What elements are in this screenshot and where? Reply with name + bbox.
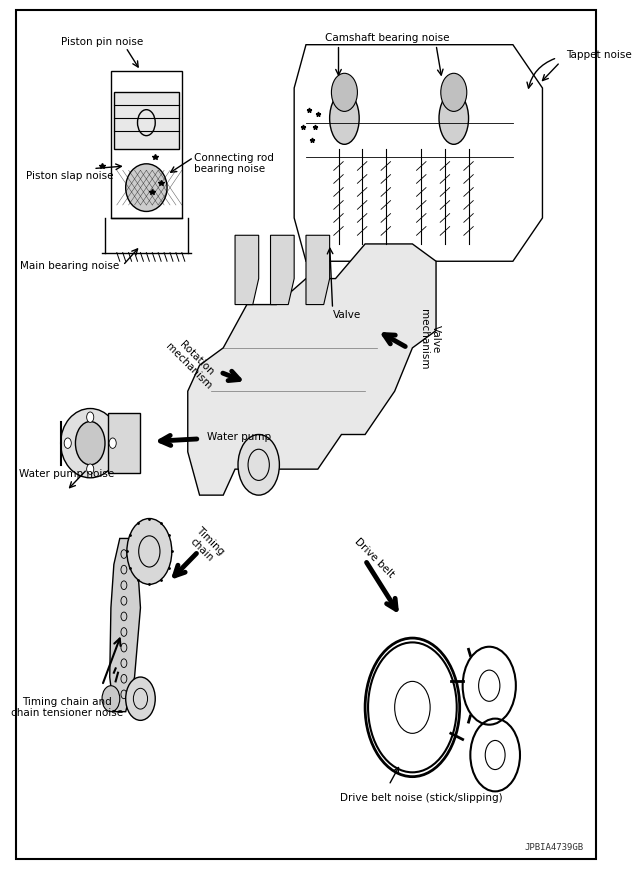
Circle shape — [332, 73, 357, 111]
Text: Tappet noise: Tappet noise — [566, 50, 632, 60]
Text: Piston pin noise: Piston pin noise — [61, 37, 143, 47]
Text: Camshaft bearing noise: Camshaft bearing noise — [325, 33, 450, 43]
Circle shape — [64, 438, 72, 448]
Circle shape — [87, 412, 94, 422]
Bar — [111, 70, 182, 218]
Circle shape — [75, 421, 105, 465]
Text: Drive belt noise (stick/slipping): Drive belt noise (stick/slipping) — [340, 793, 503, 803]
Circle shape — [102, 686, 119, 712]
Text: Connecting rod
bearing noise: Connecting rod bearing noise — [194, 153, 273, 174]
Text: Valve
mechanism: Valve mechanism — [419, 309, 441, 369]
Text: Timing chain and
chain tensioner noise: Timing chain and chain tensioner noise — [10, 697, 123, 718]
Text: Water pump: Water pump — [206, 432, 271, 442]
Circle shape — [127, 519, 172, 584]
Polygon shape — [235, 235, 259, 304]
Text: Timing
chain: Timing chain — [185, 525, 226, 566]
Polygon shape — [188, 244, 436, 495]
Circle shape — [441, 73, 466, 111]
Text: Drive belt: Drive belt — [352, 537, 396, 580]
Text: Main bearing noise: Main bearing noise — [20, 261, 119, 270]
Text: Valve: Valve — [332, 310, 361, 320]
Ellipse shape — [61, 408, 119, 478]
Circle shape — [87, 464, 94, 474]
Text: Piston slap noise: Piston slap noise — [26, 171, 113, 182]
Text: Water pump noise: Water pump noise — [19, 469, 114, 480]
Bar — [114, 92, 179, 149]
Ellipse shape — [439, 92, 468, 144]
Circle shape — [109, 438, 116, 448]
Polygon shape — [306, 235, 330, 304]
Circle shape — [238, 434, 279, 495]
Ellipse shape — [126, 163, 167, 211]
Text: JPBIA4739GB: JPBIA4739GB — [525, 843, 584, 852]
Circle shape — [126, 677, 155, 720]
Text: Rotation
mechanism: Rotation mechanism — [164, 334, 222, 392]
Polygon shape — [110, 539, 141, 712]
Polygon shape — [270, 235, 294, 304]
Bar — [108, 413, 141, 474]
Ellipse shape — [330, 92, 359, 144]
